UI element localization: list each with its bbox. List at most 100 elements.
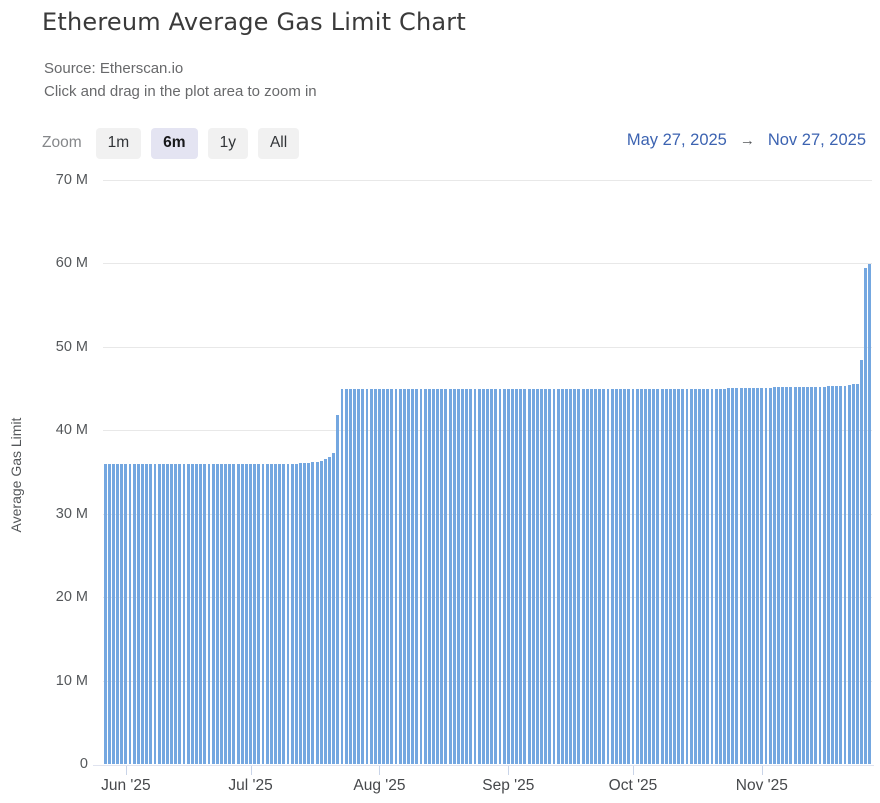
gas-limit-bar[interactable]	[232, 464, 236, 764]
gas-limit-bar[interactable]	[132, 464, 136, 764]
gas-limit-bar[interactable]	[203, 464, 207, 764]
gas-limit-bar[interactable]	[473, 389, 477, 764]
gas-limit-bar[interactable]	[706, 389, 710, 764]
gas-limit-bar[interactable]	[390, 389, 394, 764]
gas-limit-bar[interactable]	[456, 389, 460, 764]
gas-limit-bar[interactable]	[394, 389, 398, 764]
gas-limit-bar[interactable]	[710, 389, 714, 764]
gas-limit-bar[interactable]	[627, 389, 631, 764]
gas-limit-bar[interactable]	[560, 389, 564, 764]
gas-limit-bar[interactable]	[494, 389, 498, 764]
gas-limit-bar[interactable]	[274, 464, 277, 764]
gas-limit-bar[interactable]	[839, 385, 843, 764]
gas-limit-bar[interactable]	[240, 464, 244, 764]
gas-limit-bar[interactable]	[436, 389, 440, 764]
gas-limit-bar[interactable]	[386, 389, 390, 764]
gas-limit-bar[interactable]	[423, 389, 427, 764]
gas-limit-bar[interactable]	[739, 388, 743, 764]
gas-limit-bar[interactable]	[220, 464, 223, 764]
gas-limit-bar[interactable]	[116, 464, 119, 764]
gas-limit-bar[interactable]	[743, 388, 747, 764]
gas-limit-bar[interactable]	[644, 389, 647, 764]
gas-limit-bar[interactable]	[556, 389, 560, 764]
gas-limit-bar[interactable]	[552, 389, 556, 764]
gas-limit-bar[interactable]	[535, 389, 539, 764]
gas-limit-bar[interactable]	[253, 464, 257, 764]
gas-limit-bar[interactable]	[760, 388, 764, 764]
gas-limit-bar[interactable]	[540, 389, 543, 764]
gas-limit-bar[interactable]	[714, 389, 718, 764]
gas-limit-bar[interactable]	[265, 464, 269, 764]
gas-limit-bar[interactable]	[619, 389, 622, 764]
gas-limit-bar[interactable]	[598, 389, 602, 764]
gas-limit-bar[interactable]	[307, 462, 311, 764]
zoom-button-1y[interactable]: 1y	[207, 127, 248, 159]
gas-limit-bar[interactable]	[831, 385, 834, 764]
gas-limit-bar[interactable]	[481, 389, 485, 764]
gas-limit-bar[interactable]	[303, 463, 307, 764]
gas-limit-bar[interactable]	[178, 464, 182, 764]
gas-limit-bar[interactable]	[199, 464, 203, 764]
gas-limit-bar[interactable]	[577, 389, 581, 764]
gas-limit-bar[interactable]	[357, 389, 361, 764]
gas-limit-bar[interactable]	[856, 384, 859, 764]
gas-limit-bar[interactable]	[581, 389, 585, 764]
gas-limit-bar[interactable]	[128, 464, 132, 764]
gas-limit-bar[interactable]	[602, 389, 606, 764]
gas-limit-bar[interactable]	[278, 464, 282, 764]
gas-limit-bar[interactable]	[722, 389, 726, 764]
gas-limit-bar[interactable]	[781, 387, 785, 764]
gas-limit-bar[interactable]	[332, 452, 336, 764]
gas-limit-bar[interactable]	[565, 389, 568, 764]
gas-limit-bar[interactable]	[153, 464, 157, 764]
gas-limit-bar[interactable]	[610, 389, 614, 764]
gas-limit-bar[interactable]	[145, 464, 149, 764]
gas-limit-bar[interactable]	[664, 389, 668, 764]
gas-limit-bar[interactable]	[174, 464, 178, 764]
gas-limit-bar[interactable]	[170, 464, 174, 764]
gas-limit-bar[interactable]	[182, 464, 186, 764]
gas-limit-bar[interactable]	[797, 387, 801, 764]
gas-limit-bar[interactable]	[161, 464, 165, 764]
gas-limit-bar[interactable]	[843, 385, 847, 764]
date-from-input[interactable]: May 27, 2025	[626, 131, 727, 149]
gas-limit-bar[interactable]	[510, 389, 514, 764]
gas-limit-bar[interactable]	[864, 268, 868, 764]
gas-limit-bar[interactable]	[427, 389, 431, 764]
gas-limit-bar[interactable]	[344, 389, 348, 764]
gas-limit-bar[interactable]	[826, 385, 830, 764]
gas-limit-bar[interactable]	[718, 389, 722, 764]
gas-limit-bar[interactable]	[801, 386, 805, 764]
gas-limit-bar[interactable]	[698, 389, 701, 764]
gas-limit-bar[interactable]	[365, 389, 369, 764]
gas-limit-bar[interactable]	[419, 389, 423, 764]
gas-limit-bar[interactable]	[236, 464, 240, 764]
gas-limit-bar[interactable]	[764, 388, 768, 764]
gas-limit-bar[interactable]	[328, 456, 331, 764]
gas-limit-bar[interactable]	[685, 389, 689, 764]
gas-limit-bar[interactable]	[465, 389, 469, 764]
gas-limit-bar[interactable]	[614, 389, 618, 764]
gas-limit-bar[interactable]	[656, 389, 660, 764]
gas-limit-bar[interactable]	[294, 464, 298, 764]
gas-limit-bar[interactable]	[785, 387, 789, 764]
gas-limit-bar[interactable]	[752, 388, 755, 764]
gas-limit-bar[interactable]	[531, 389, 535, 764]
zoom-button-all[interactable]: All	[257, 127, 300, 159]
gas-limit-bar[interactable]	[311, 461, 315, 764]
gas-limit-bar[interactable]	[515, 389, 519, 764]
gas-limit-bar[interactable]	[141, 464, 144, 764]
gas-limit-bar[interactable]	[382, 389, 386, 764]
gas-limit-bar[interactable]	[777, 387, 780, 764]
gas-limit-bar[interactable]	[519, 389, 523, 764]
gas-limit-bar[interactable]	[165, 464, 169, 764]
gas-limit-bar[interactable]	[847, 384, 851, 764]
gas-limit-bar[interactable]	[361, 389, 365, 764]
gas-limit-bar[interactable]	[290, 464, 294, 764]
gas-limit-bar[interactable]	[747, 388, 751, 764]
gas-limit-bar[interactable]	[215, 464, 219, 764]
gas-limit-bar[interactable]	[639, 389, 643, 764]
gas-limit-bar[interactable]	[402, 389, 406, 764]
gas-limit-bar[interactable]	[411, 389, 415, 764]
gas-limit-bar[interactable]	[257, 464, 261, 764]
